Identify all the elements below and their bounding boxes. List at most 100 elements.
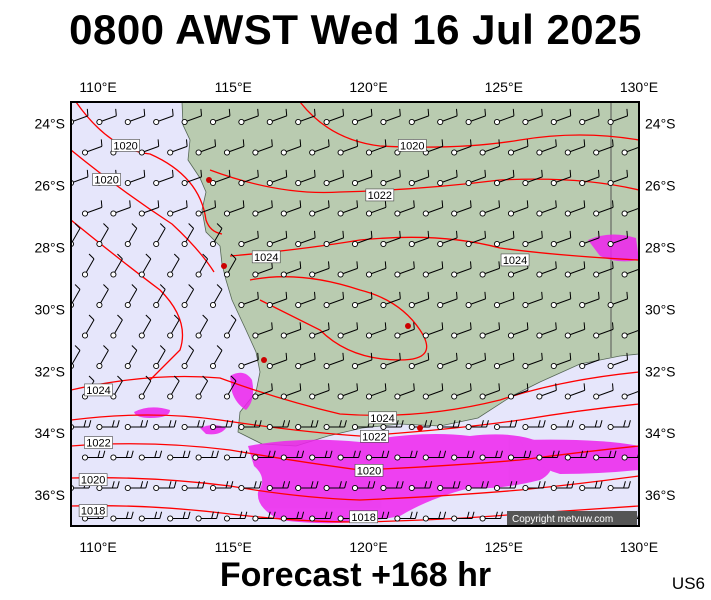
isobar-label: 1020 bbox=[354, 464, 384, 477]
wind-barb bbox=[280, 322, 302, 339]
wind-barb bbox=[323, 169, 345, 187]
wind-barb bbox=[550, 291, 572, 309]
wind-barb bbox=[465, 481, 489, 492]
lat-tick-right: 30°S bbox=[645, 301, 676, 317]
wind-barb bbox=[365, 450, 390, 461]
wind-barb bbox=[238, 352, 259, 370]
wind-barb bbox=[408, 108, 430, 126]
wind-barb bbox=[579, 420, 603, 431]
svg-text:1024: 1024 bbox=[254, 252, 278, 264]
svg-text:1024: 1024 bbox=[86, 385, 110, 397]
axis-ticks: 110°E 110°E 115°E 115°E 120°E 120°E 125°E 125°E… bbox=[34, 79, 675, 555]
wind-barb bbox=[493, 108, 515, 126]
wind-barb bbox=[252, 511, 276, 522]
wind-barb bbox=[365, 383, 387, 400]
wind-barb bbox=[195, 450, 219, 461]
wind-barb bbox=[252, 450, 276, 461]
wind-barb bbox=[522, 352, 543, 370]
wind-barb bbox=[280, 200, 302, 217]
wind-barb bbox=[493, 291, 515, 309]
isobar-label: 1024 bbox=[368, 411, 397, 425]
wind-barb bbox=[522, 420, 546, 431]
wind-barb bbox=[607, 230, 629, 248]
wind-barb bbox=[593, 322, 614, 339]
wind-barb bbox=[223, 200, 245, 217]
wind-barb bbox=[579, 108, 600, 126]
wind-barb bbox=[96, 481, 120, 492]
copyright-text: Copyright metvuw.com bbox=[512, 514, 613, 525]
wind-barb bbox=[124, 345, 138, 370]
wind-barb bbox=[437, 291, 458, 309]
wind-barb bbox=[138, 314, 152, 339]
svg-text:1024: 1024 bbox=[370, 413, 394, 425]
wind-barb bbox=[223, 375, 237, 400]
wind-barb bbox=[96, 420, 120, 431]
wind-barb bbox=[536, 200, 557, 217]
wind-barb bbox=[422, 200, 444, 217]
lon-tick-bottom: 110°E bbox=[79, 539, 116, 555]
wind-barb bbox=[394, 322, 415, 339]
wind-barb bbox=[408, 230, 430, 248]
wind-barb bbox=[380, 230, 401, 248]
wind-barb bbox=[167, 253, 180, 278]
wind-barb bbox=[124, 284, 138, 309]
wind-barb bbox=[110, 200, 131, 217]
wind-barb bbox=[607, 481, 631, 492]
wind-barb bbox=[138, 253, 152, 278]
lat-tick-left: 34°S bbox=[34, 425, 65, 441]
wind-barb bbox=[337, 450, 361, 461]
wind-barb bbox=[167, 511, 191, 522]
wind-barb bbox=[422, 511, 447, 522]
wind-barb bbox=[266, 169, 288, 187]
wind-barb bbox=[337, 261, 359, 278]
wind-barb bbox=[280, 383, 302, 400]
wind-barb bbox=[337, 383, 359, 400]
lon-tick-bottom: 125°E bbox=[485, 539, 523, 555]
wind-barb bbox=[465, 291, 487, 309]
lat-tick-left: 24°S bbox=[34, 116, 65, 132]
wind-barb bbox=[138, 139, 160, 156]
wind-barb bbox=[124, 420, 149, 431]
wind-barb bbox=[252, 322, 273, 339]
wind-barb bbox=[607, 169, 629, 187]
wind-barb bbox=[437, 169, 458, 187]
wind-barb bbox=[351, 230, 373, 248]
wind-barb bbox=[223, 314, 237, 339]
wind-barb bbox=[536, 261, 557, 278]
svg-text:1022: 1022 bbox=[86, 438, 110, 450]
lat-tick-right: 24°S bbox=[645, 116, 676, 132]
wind-barb bbox=[351, 420, 376, 431]
wind-barb bbox=[167, 200, 188, 217]
svg-text:1020: 1020 bbox=[357, 465, 381, 477]
wind-barb bbox=[493, 481, 518, 492]
wind-barb bbox=[536, 139, 557, 156]
wind-barb bbox=[479, 450, 503, 461]
wind-barb bbox=[181, 169, 203, 187]
wind-barb bbox=[337, 200, 359, 217]
wind-barb bbox=[408, 352, 430, 370]
wind-barb bbox=[465, 108, 487, 126]
wind-barb bbox=[536, 383, 557, 400]
wind-barb bbox=[266, 481, 291, 492]
wind-barb bbox=[309, 450, 333, 461]
wind-barb bbox=[607, 108, 629, 126]
wind-barb bbox=[351, 481, 376, 492]
wind-barb bbox=[522, 230, 543, 248]
wind-barb bbox=[621, 450, 639, 461]
wind-barb bbox=[507, 450, 532, 461]
wind-barb bbox=[579, 481, 603, 492]
forecast-label: Forecast +168 hr bbox=[219, 556, 492, 594]
wind-barb bbox=[408, 481, 433, 492]
wind-barb bbox=[493, 169, 515, 187]
wind-barb bbox=[394, 511, 418, 522]
isobar-label: 1022 bbox=[360, 430, 389, 443]
wind-barb bbox=[309, 200, 330, 217]
wind-barb bbox=[110, 450, 134, 461]
wind-barb bbox=[422, 450, 447, 461]
wind-barb bbox=[479, 261, 501, 278]
wind-barb bbox=[337, 139, 359, 156]
wind-barb bbox=[437, 481, 461, 492]
wind-barb bbox=[607, 352, 629, 370]
wind-barb bbox=[465, 169, 487, 187]
